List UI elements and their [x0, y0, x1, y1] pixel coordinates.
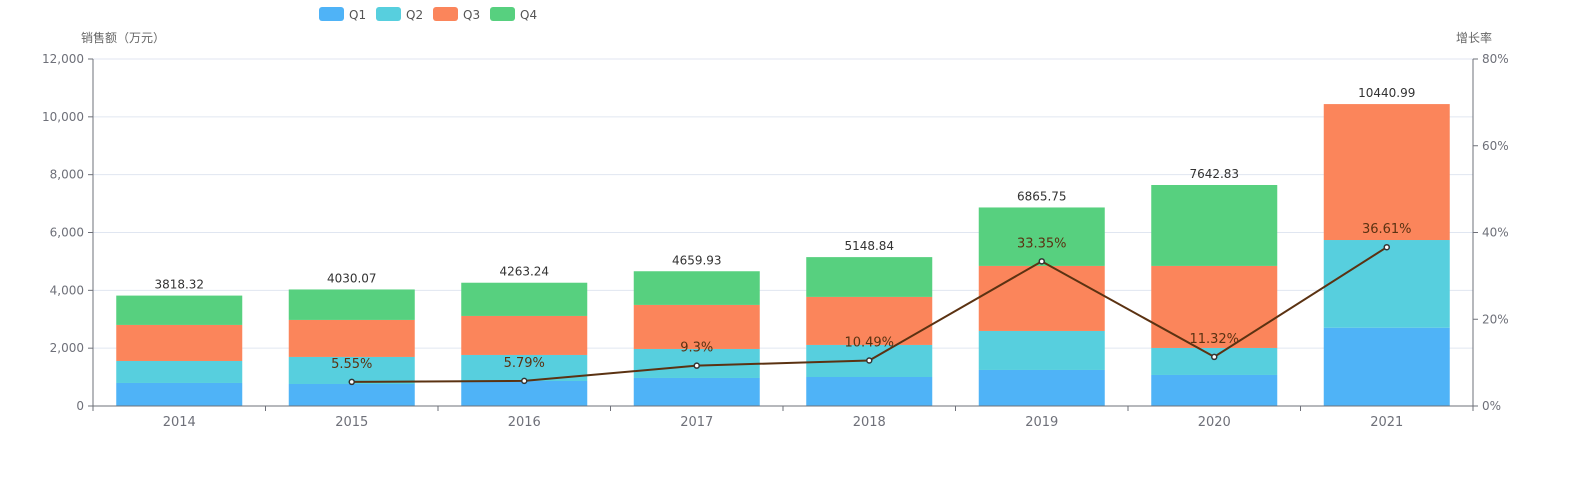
bar-q4-2017 [633, 271, 760, 305]
y-axis-title-left: 销售额（万元） [81, 30, 165, 45]
y-tick-label: 6,000 [50, 226, 84, 240]
legend-swatch-q4 [490, 7, 515, 21]
y-right-tick-label: 0% [1482, 399, 1501, 413]
growth-label-2021: 36.61% [1362, 222, 1412, 237]
legend-label-q1: Q1 [349, 8, 366, 22]
y-tick-label: 12,000 [42, 52, 84, 66]
bar-q1-2021 [1323, 327, 1450, 406]
bar-q1-2016 [461, 380, 588, 406]
growth-point-2018 [866, 357, 873, 364]
y-tick-label: 10,000 [42, 110, 84, 124]
total-label-2017: 4659.93 [672, 253, 722, 267]
y-tick-label: 2,000 [50, 341, 84, 355]
growth-point-2017 [693, 362, 700, 369]
bar-q4-2016 [461, 282, 588, 316]
growth-point-2016 [521, 377, 528, 385]
x-tick-label: 2021 [1370, 415, 1403, 430]
legend: Q1 Q2 Q3 Q4 [319, 7, 537, 22]
bars: 3818.32 4030.07 4263.24 4659.93 5148.84 6865.… [116, 86, 1450, 406]
legend-label-q4: Q4 [520, 8, 537, 22]
bar-q4-2019 [978, 207, 1105, 266]
x-tick-label: 2014 [163, 415, 196, 430]
x-tick-label: 2015 [335, 415, 368, 430]
y-right-tick-label: 40% [1482, 226, 1509, 240]
y-tick-label: 8,000 [50, 168, 84, 182]
bar-q1-2014 [116, 382, 243, 406]
total-label-2020: 7642.83 [1189, 167, 1239, 181]
total-label-2016: 4263.24 [499, 265, 549, 279]
total-label-2015: 4030.07 [327, 271, 377, 285]
bar-q4-2018 [806, 257, 933, 297]
bar-q2-2020 [1151, 347, 1278, 375]
bar-q3-2019 [978, 265, 1105, 331]
x-tick-label: 2017 [680, 415, 713, 430]
axes: 0 2,000 4,000 6,000 8,000 10,000 12,000 0% 20% 40… [42, 52, 1509, 430]
bar-q3-2017 [633, 304, 760, 349]
x-tick-label: 2019 [1025, 415, 1058, 430]
bar-q1-2017 [633, 377, 760, 406]
y-axis-title-right: 增长率 [1456, 30, 1492, 45]
bar-q3-2016 [461, 315, 588, 355]
x-tick-label: 2020 [1198, 415, 1231, 430]
bar-q4-2014 [116, 295, 243, 325]
bar-q4-2020 [1151, 184, 1278, 266]
x-tick-label: 2018 [853, 415, 886, 430]
bar-q2-2021 [1323, 240, 1450, 328]
legend-swatch-q3 [433, 7, 458, 21]
total-label-2014: 3818.32 [154, 278, 204, 292]
bar-q1-2019 [978, 369, 1105, 406]
growth-point-2019 [1038, 258, 1045, 265]
y-right-tick-label: 80% [1482, 52, 1509, 66]
growth-point-2020 [1211, 353, 1218, 361]
bar-q1-2015 [288, 383, 415, 406]
total-label-2021: 10440.99 [1358, 86, 1415, 100]
growth-line: 5.55% 5.79% 9.3% 10.49% 33.35% 11.32% 36.61% [331, 222, 1412, 386]
bar-q2-2019 [978, 330, 1105, 370]
y-right-tick-label: 60% [1482, 139, 1509, 153]
bar-q1-2018 [806, 376, 933, 406]
y-tick-label: 4,000 [50, 283, 84, 297]
legend-label-q2: Q2 [406, 8, 423, 22]
y-tick-label: 0 [76, 399, 84, 413]
growth-point-2015 [348, 378, 355, 386]
legend-label-q3: Q3 [463, 8, 480, 22]
bar-q1-2020 [1151, 374, 1278, 406]
bar-q3-2015 [288, 319, 415, 357]
x-tick-label: 2016 [508, 415, 541, 430]
legend-swatch-q2 [376, 7, 401, 21]
growth-label-2016: 5.79% [504, 356, 545, 371]
legend-swatch-q1 [319, 7, 344, 21]
total-label-2019: 6865.75 [1017, 189, 1067, 203]
growth-label-2015: 5.55% [331, 357, 372, 372]
y-right-tick-label: 20% [1482, 312, 1509, 326]
growth-label-2018: 10.49% [844, 335, 894, 350]
growth-point-2021 [1383, 243, 1390, 251]
total-label-2018: 5148.84 [844, 239, 894, 253]
growth-label-2017: 9.3% [680, 341, 713, 356]
bar-q3-2021 [1323, 104, 1450, 241]
growth-label-2020: 11.32% [1189, 332, 1239, 347]
bar-q2-2014 [116, 360, 243, 383]
bar-q3-2014 [116, 324, 243, 361]
bar-q4-2015 [288, 289, 415, 320]
growth-label-2019: 33.35% [1017, 236, 1067, 251]
